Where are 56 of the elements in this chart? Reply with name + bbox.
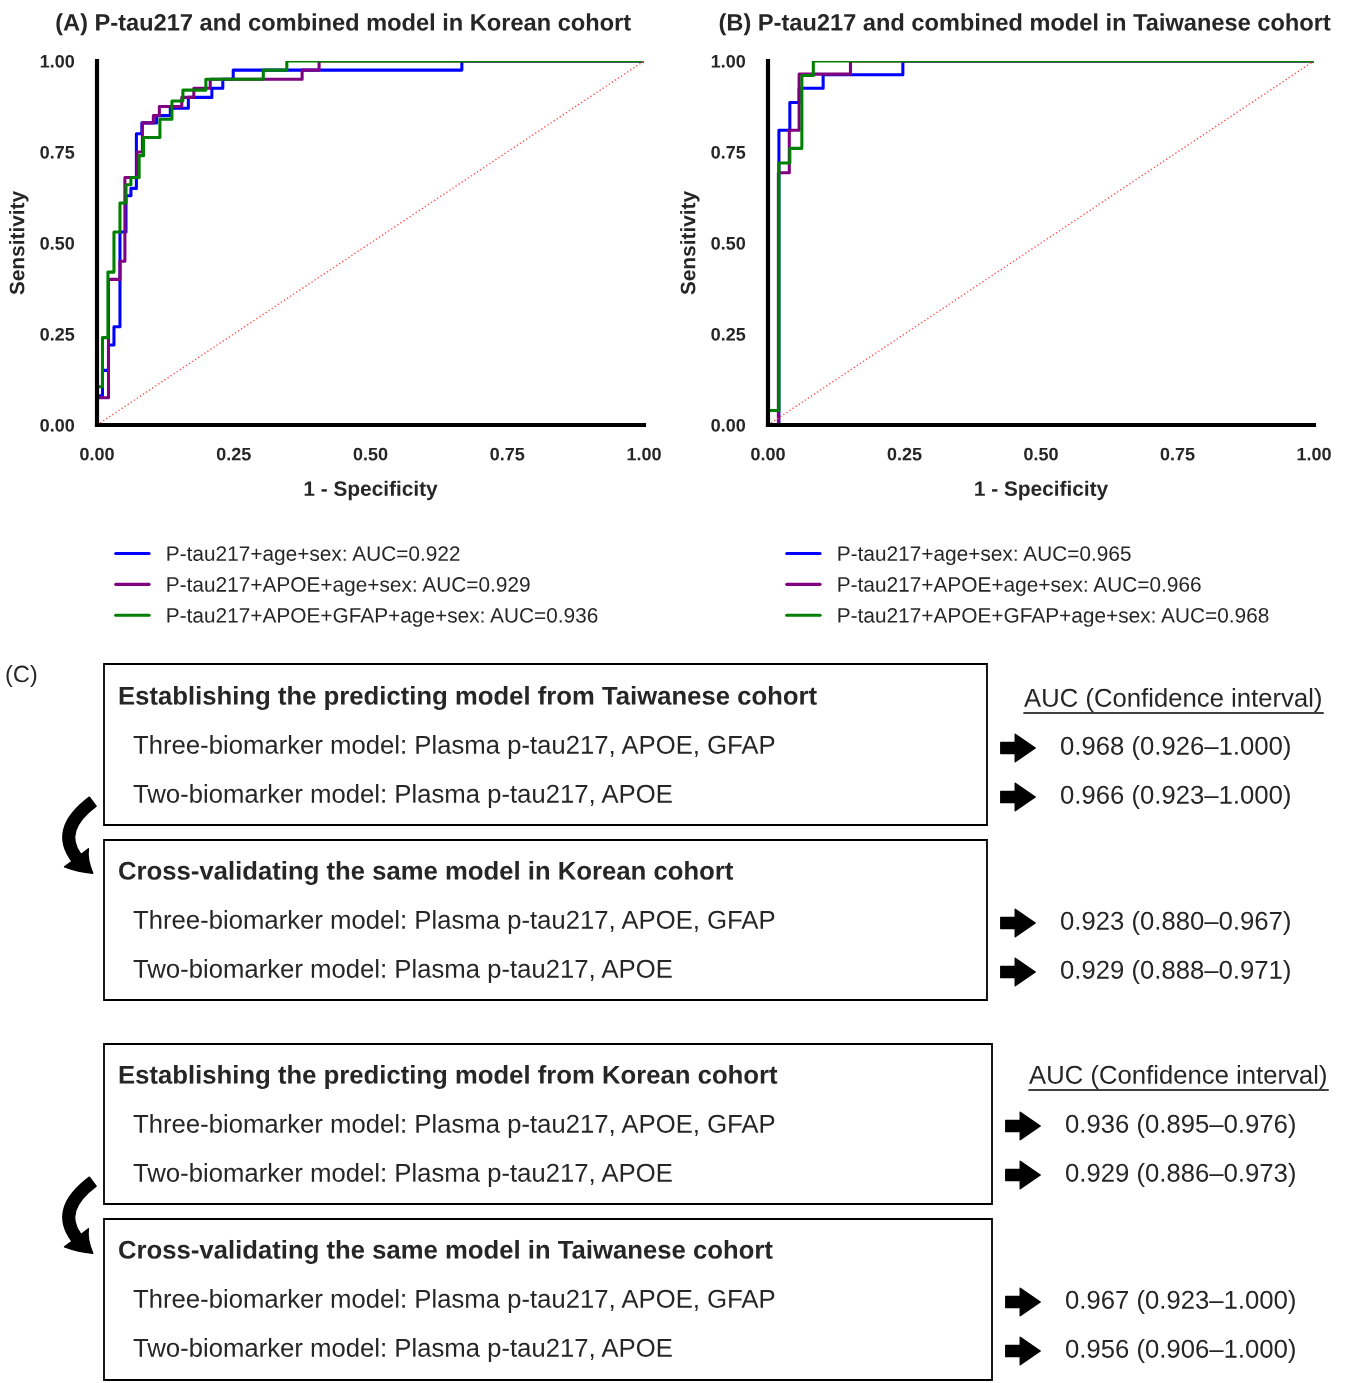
y-tick-label: 0.75: [40, 145, 75, 159]
y-tick-label: 0.50: [711, 236, 746, 250]
text: Two-biomarker model: Plasma p-tau217, APOE: [133, 784, 672, 808]
chart-title: (A) P-tau217 and combined model in Korean cohort: [56, 13, 631, 36]
chart-title: (B) P-tau217 and combined model in Taiwanese cohort: [719, 13, 1331, 36]
text: 0.967 (0.923–1.000): [1066, 1290, 1295, 1314]
y-tick-label: 0.25: [40, 327, 75, 341]
legend-label: P-tau217+APOE+GFAP+age+sex: AUC=0.936: [167, 607, 598, 627]
x-tick-label: 0.50: [1024, 447, 1058, 461]
legend-label: P-tau217+APOE+GFAP+age+sex: AUC=0.968: [838, 607, 1269, 627]
x-axis-title: 1 - Specificity: [975, 480, 1109, 501]
text: AUC (Confidence interval): [1024, 688, 1321, 712]
text: Three-biomarker model: Plasma p-tau217, APOE, GFAP: [133, 735, 775, 759]
x-tick-label: 0.25: [216, 447, 251, 461]
text: Two-biomarker model: Plasma p-tau217, APOE: [133, 1163, 672, 1187]
text: Three-biomarker model: Plasma p-tau217, APOE, GFAP: [133, 910, 775, 934]
legend-label: P-tau217+APOE+age+sex: AUC=0.966: [838, 577, 1201, 596]
text: Two-biomarker model: Plasma p-tau217, APOE: [133, 959, 672, 983]
x-tick-label: 1.00: [1297, 447, 1331, 461]
y-tick-label: 0.25: [711, 327, 746, 341]
x-tick-label: 0.75: [1160, 447, 1195, 461]
text: 0.929 (0.886–0.973): [1066, 1163, 1295, 1187]
text: 0.966 (0.923–1.000): [1061, 785, 1290, 809]
text: Three-biomarker model: Plasma p-tau217, APOE, GFAP: [133, 1114, 775, 1138]
legend-label: P-tau217+age+sex: AUC=0.965: [838, 546, 1131, 566]
text: 0.929 (0.888–0.971): [1061, 960, 1290, 984]
text: Establishing the predicting model from Korean cohort: [119, 1064, 778, 1090]
text: AUC (Confidence interval): [1029, 1065, 1326, 1089]
text: Two-biomarker model: Plasma p-tau217, APOE: [133, 1338, 672, 1362]
y-tick-label: 0.50: [40, 236, 75, 250]
x-tick-label: 0.00: [751, 447, 785, 461]
x-tick-label: 0.50: [353, 447, 388, 461]
line-series: [97, 61, 644, 425]
x-tick-label: 0.75: [490, 447, 525, 461]
y-tick-label: 0.00: [40, 418, 75, 432]
y-tick-label: 1.00: [711, 54, 746, 68]
y-tick-label: 0.00: [711, 418, 746, 432]
text: Establishing the predicting model from Taiwanese cohort: [119, 685, 817, 711]
x-tick-label: 0.00: [80, 447, 114, 461]
text: Cross-validating the same model in Taiwanese cohort: [119, 1239, 773, 1265]
text: 0.968 (0.926–1.000): [1061, 736, 1290, 760]
y-tick-label: 1.00: [40, 54, 75, 68]
text: Three-biomarker model: Plasma p-tau217, APOE, GFAP: [133, 1289, 775, 1313]
text: 0.923 (0.880–0.967): [1061, 911, 1290, 935]
text: Cross-validating the same model in Korean cohort: [119, 860, 734, 886]
y-tick-label: 0.75: [711, 145, 746, 159]
y-axis-title: Sensitivity: [9, 191, 29, 295]
text: (C): [6, 664, 37, 687]
x-axis-title: 1 - Specificity: [304, 480, 438, 501]
legend-label: P-tau217+APOE+age+sex: AUC=0.929: [167, 577, 530, 596]
legend-label: P-tau217+age+sex: AUC=0.922: [167, 546, 460, 566]
y-axis-title: Sensitivity: [680, 191, 700, 295]
text: 0.956 (0.906–1.000): [1066, 1339, 1295, 1363]
x-tick-label: 1.00: [627, 447, 661, 461]
text: 0.936 (0.895–0.976): [1066, 1114, 1295, 1138]
x-tick-label: 0.25: [887, 447, 922, 461]
